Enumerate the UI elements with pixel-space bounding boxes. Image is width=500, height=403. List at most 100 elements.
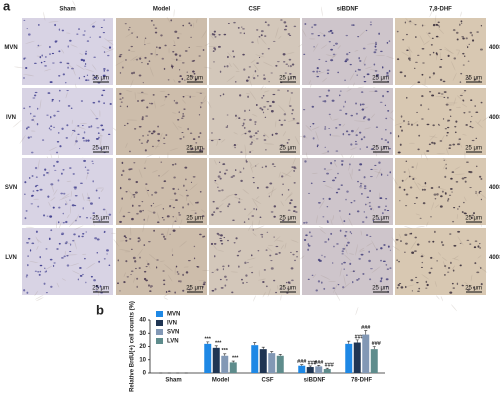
cell <box>423 188 427 191</box>
cell <box>285 63 289 65</box>
cell <box>328 31 331 33</box>
fiber <box>146 42 151 44</box>
column-header: Sham <box>59 7 75 13</box>
cell <box>362 47 366 50</box>
cell <box>239 32 242 34</box>
cell <box>363 187 367 190</box>
cell <box>35 176 38 178</box>
cell <box>49 53 51 56</box>
fiber <box>25 40 35 44</box>
cell <box>187 128 189 130</box>
cell <box>186 71 188 73</box>
cell <box>178 69 181 71</box>
fiber <box>72 66 76 76</box>
cell <box>366 196 370 198</box>
cell <box>59 61 63 64</box>
bar <box>345 343 353 373</box>
fiber <box>302 29 307 37</box>
fiber <box>343 236 349 240</box>
cell <box>397 151 401 154</box>
cell <box>403 119 405 123</box>
cell <box>399 200 401 202</box>
fiber <box>350 147 357 150</box>
cell <box>303 135 306 138</box>
cell <box>178 54 182 57</box>
cell <box>328 113 331 115</box>
cell <box>449 261 452 265</box>
cell <box>270 110 274 113</box>
cell <box>478 191 481 194</box>
fiber <box>456 95 462 100</box>
error-bar <box>308 365 312 368</box>
cell <box>227 205 229 208</box>
cell <box>39 270 42 273</box>
cell <box>190 24 192 27</box>
cell <box>53 114 56 117</box>
cell <box>125 239 128 242</box>
cell <box>92 25 95 28</box>
cell <box>281 175 284 178</box>
cell <box>283 21 287 24</box>
cell <box>84 257 86 260</box>
micrograph-bg <box>302 88 393 155</box>
cell <box>324 241 327 243</box>
cell <box>131 204 134 207</box>
cell <box>121 197 123 200</box>
cell <box>171 163 175 166</box>
cell <box>102 31 106 34</box>
cell <box>369 24 373 26</box>
cell <box>396 30 399 33</box>
cell <box>430 44 433 46</box>
cell <box>169 233 171 235</box>
cell <box>345 58 349 61</box>
cell <box>368 205 371 207</box>
cell <box>234 81 237 83</box>
cell <box>387 110 390 112</box>
fiber <box>325 54 336 57</box>
cell <box>84 30 86 32</box>
bar <box>362 334 370 373</box>
cell <box>220 286 224 289</box>
cell <box>148 284 150 287</box>
fiber <box>319 200 325 209</box>
cell <box>455 120 458 123</box>
micrograph: 25 μm <box>203 18 306 105</box>
fiber <box>245 153 247 159</box>
cell <box>219 171 221 173</box>
cell <box>398 186 402 189</box>
cell <box>63 192 66 195</box>
fiber <box>263 90 270 93</box>
cell <box>426 149 430 152</box>
fiber <box>375 55 386 57</box>
cell <box>156 266 158 269</box>
fiber <box>248 224 252 231</box>
fiber <box>300 255 305 260</box>
cell <box>379 197 383 200</box>
fiber <box>348 164 351 171</box>
cell <box>355 140 357 143</box>
cell <box>386 90 389 93</box>
cell <box>468 171 471 173</box>
fiber <box>69 263 80 267</box>
cell <box>37 205 40 208</box>
cell <box>84 62 87 65</box>
fiber <box>174 266 176 276</box>
cell <box>461 211 464 213</box>
cell <box>233 55 236 58</box>
cell <box>421 73 424 76</box>
cell <box>323 256 326 258</box>
cell <box>255 208 258 211</box>
micrograph: 25 μm <box>22 158 113 233</box>
error-bar <box>206 341 210 344</box>
cell <box>293 167 297 170</box>
cell <box>212 200 215 203</box>
cell <box>142 82 144 84</box>
cell <box>360 253 364 256</box>
fiber <box>238 169 241 174</box>
fiber <box>33 198 39 200</box>
cell <box>174 53 178 56</box>
fiber <box>203 66 212 69</box>
cell <box>363 211 366 213</box>
cell <box>349 231 352 233</box>
cell <box>350 232 353 235</box>
